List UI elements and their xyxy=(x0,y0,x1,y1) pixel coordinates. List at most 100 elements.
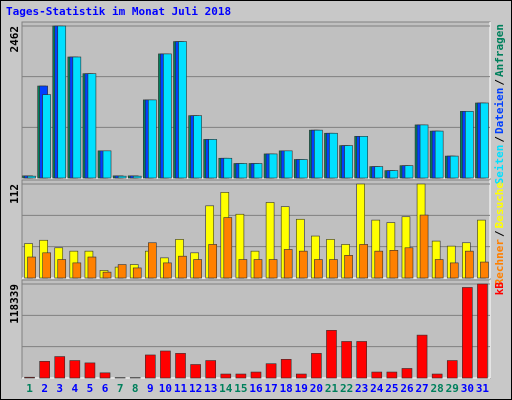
bar xyxy=(253,259,263,279)
x-tick-label: 1 xyxy=(26,382,33,395)
x-tick-label: 24 xyxy=(370,382,384,395)
x-tick-label: 25 xyxy=(385,382,398,395)
bar xyxy=(99,372,111,379)
bar xyxy=(311,353,322,379)
bar xyxy=(87,73,97,179)
bar xyxy=(160,350,171,379)
x-tick-label: 11 xyxy=(174,382,188,395)
bar xyxy=(480,261,489,279)
x-tick-label: 4 xyxy=(72,382,79,395)
bar xyxy=(404,165,414,179)
bar xyxy=(314,129,323,179)
bar xyxy=(72,262,82,279)
bar xyxy=(371,371,383,379)
bar xyxy=(283,150,293,179)
bar xyxy=(42,252,51,279)
x-tick-label: 16 xyxy=(249,382,263,395)
legend-label: Rechner xyxy=(493,239,506,286)
bar xyxy=(69,360,81,379)
bar xyxy=(374,166,384,179)
bar xyxy=(416,334,428,379)
bar xyxy=(462,287,473,379)
bar xyxy=(39,361,50,379)
bar xyxy=(329,259,338,279)
legend-separator: / xyxy=(493,230,506,237)
bar xyxy=(27,175,36,179)
x-tick-label: 31 xyxy=(476,382,490,395)
legend-label: Seiten xyxy=(493,145,506,185)
bar xyxy=(223,157,233,179)
chart-title: Tages-Statistik im Monat Juli 2018 xyxy=(6,5,231,18)
bar xyxy=(356,341,367,379)
x-tick-label: 30 xyxy=(461,382,474,395)
bar xyxy=(117,175,127,179)
bar xyxy=(102,271,112,279)
bar xyxy=(102,150,112,179)
x-tick-label: 19 xyxy=(295,382,308,395)
bar xyxy=(389,250,399,279)
bar xyxy=(253,163,263,179)
bar xyxy=(283,249,293,279)
x-tick-label: 26 xyxy=(400,382,414,395)
bar xyxy=(465,250,474,279)
bar xyxy=(359,244,368,279)
bar xyxy=(326,330,337,379)
x-tick-label: 28 xyxy=(431,382,444,395)
x-tick-label: 2 xyxy=(41,382,48,395)
legend-label: Anfragen xyxy=(493,24,506,77)
bar xyxy=(27,256,36,279)
x-tick-label: 29 xyxy=(446,382,459,395)
bar xyxy=(465,111,474,179)
bar xyxy=(280,359,292,379)
bar xyxy=(163,262,172,279)
bar xyxy=(419,214,429,279)
bar xyxy=(57,25,67,179)
legend-separator: / xyxy=(493,136,506,143)
bar xyxy=(148,99,157,179)
bar xyxy=(87,256,97,279)
bar xyxy=(178,41,187,179)
legend-label: Dateien xyxy=(493,88,506,134)
bar xyxy=(175,353,186,379)
legend-label: Besuche xyxy=(493,182,506,229)
bar xyxy=(238,259,248,279)
x-tick-label: 27 xyxy=(415,382,428,395)
bar xyxy=(359,136,368,179)
bar xyxy=(329,132,338,179)
x-tick-label: 12 xyxy=(189,382,202,395)
bar xyxy=(449,155,459,179)
x-tick-label: 7 xyxy=(117,382,124,395)
y-tick-label: 2462 xyxy=(8,26,21,53)
bar xyxy=(434,259,444,279)
bar xyxy=(389,170,399,179)
bar xyxy=(431,373,443,379)
bar xyxy=(386,371,398,379)
bar xyxy=(434,130,444,179)
bar xyxy=(193,115,202,179)
bar xyxy=(223,217,233,279)
bar xyxy=(132,267,142,279)
bar xyxy=(193,259,202,279)
bar xyxy=(235,373,247,379)
bar xyxy=(344,255,353,279)
bar xyxy=(477,283,488,379)
bar xyxy=(480,102,489,179)
bar xyxy=(314,259,323,279)
x-tick-label: 10 xyxy=(159,382,172,395)
bar xyxy=(117,264,127,279)
x-tick-label: 21 xyxy=(325,382,339,395)
bar xyxy=(298,159,308,179)
bar xyxy=(446,360,458,379)
bar xyxy=(449,262,459,279)
bar xyxy=(341,341,352,379)
x-tick-label: 13 xyxy=(204,382,217,395)
y-tick-label: 112 xyxy=(8,184,21,204)
x-tick-label: 22 xyxy=(340,382,353,395)
bar xyxy=(404,247,414,279)
bar xyxy=(57,259,67,279)
bar xyxy=(220,373,232,379)
x-tick-label: 20 xyxy=(310,382,323,395)
bar xyxy=(145,354,156,379)
bar xyxy=(268,259,278,279)
